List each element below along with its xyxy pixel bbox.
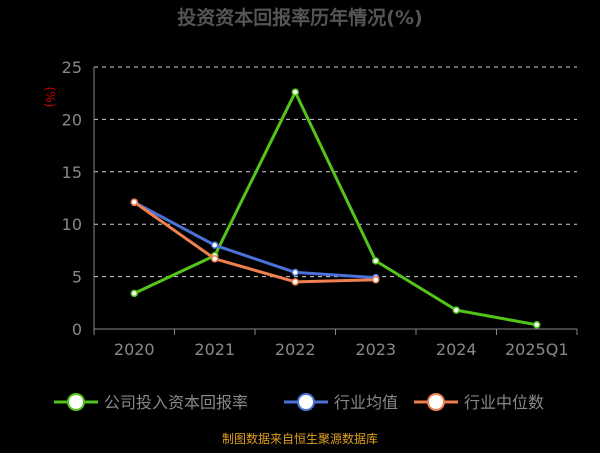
legend-swatch-marker xyxy=(297,393,315,411)
data-point xyxy=(291,268,299,277)
legend-item[interactable]: 行业均值 xyxy=(284,393,398,412)
x-tick-label: 2024 xyxy=(436,340,477,359)
legend: 公司投入资本回报率 行业均值 行业中位数 xyxy=(54,393,544,412)
series-1 xyxy=(130,88,541,329)
series-line xyxy=(132,200,378,284)
series-line xyxy=(132,200,378,280)
y-axis-tick-labels: 0 5 10 15 20 25 xyxy=(62,58,82,339)
chart-title: 投资资本回报率历年情况(%) xyxy=(177,6,422,29)
grid-lines xyxy=(94,66,577,278)
legend-label: 行业均值 xyxy=(334,393,398,412)
x-axis-tick-labels: 2020 2021 2022 2023 2024 2025Q1 xyxy=(114,340,569,359)
y-tick-label: 10 xyxy=(62,215,82,234)
y-tick-label: 25 xyxy=(62,58,82,77)
source-note: 制图数据来自恒生聚源数据库 xyxy=(222,431,378,446)
x-tick-label: 2025Q1 xyxy=(505,340,569,359)
axes xyxy=(93,67,578,335)
y-tick-label: 15 xyxy=(62,163,82,182)
data-point xyxy=(291,88,299,96)
legend-item[interactable]: 公司投入资本回报率 xyxy=(54,393,248,412)
x-tick-label: 2023 xyxy=(355,340,396,359)
data-point xyxy=(211,255,219,263)
x-tick-label: 2022 xyxy=(275,340,316,359)
data-point xyxy=(130,198,138,206)
series-lines xyxy=(130,88,541,329)
data-point xyxy=(130,289,138,298)
y-axis-unit-label: (%) xyxy=(43,87,57,108)
data-point xyxy=(211,241,219,249)
legend-swatch-marker xyxy=(427,393,445,411)
x-tick-label: 2020 xyxy=(114,340,155,359)
data-point xyxy=(372,257,380,265)
y-tick-label: 20 xyxy=(62,110,82,129)
y-tick-label: 5 xyxy=(72,268,82,287)
series-3 xyxy=(130,198,380,286)
series-2 xyxy=(130,198,380,282)
legend-item[interactable]: 行业中位数 xyxy=(414,393,544,412)
x-tick-label: 2021 xyxy=(194,340,235,359)
legend-swatch-marker xyxy=(67,393,85,411)
legend-label: 行业中位数 xyxy=(464,393,544,412)
data-point xyxy=(372,275,380,284)
data-point xyxy=(291,278,299,286)
y-tick-label: 0 xyxy=(72,320,82,339)
series-line xyxy=(132,90,539,327)
data-point xyxy=(452,306,460,314)
data-point xyxy=(533,321,541,329)
legend-label: 公司投入资本回报率 xyxy=(104,393,248,412)
